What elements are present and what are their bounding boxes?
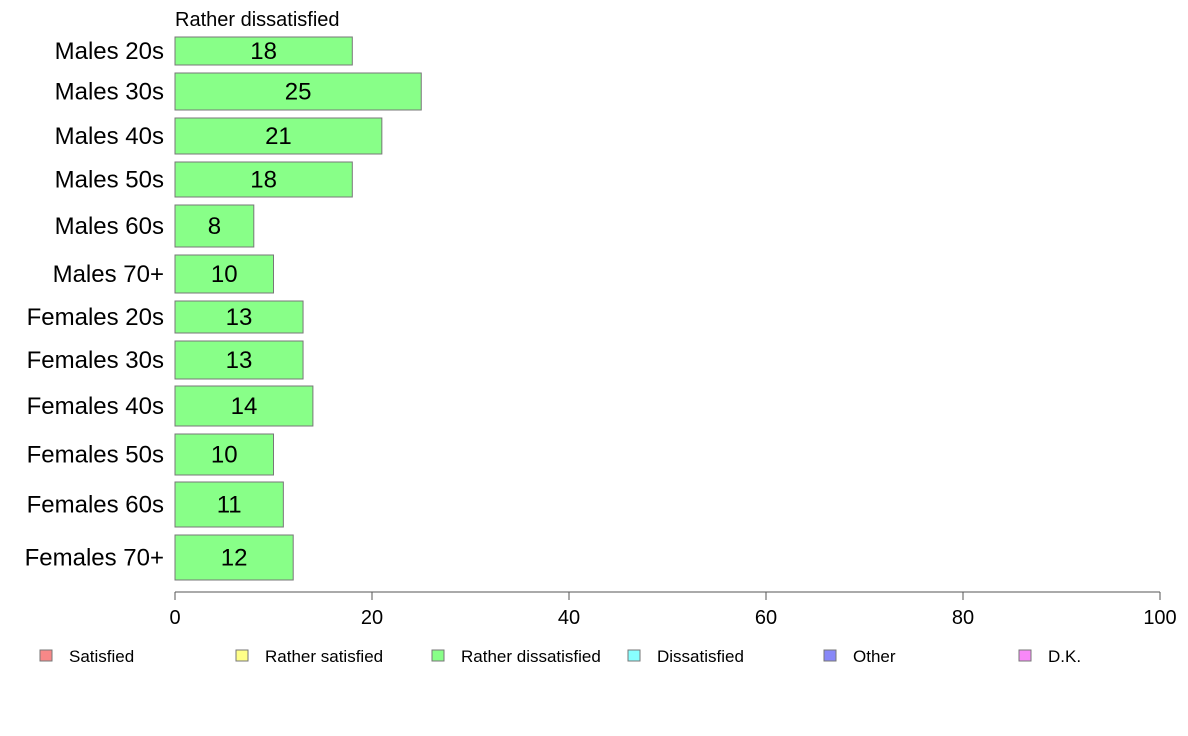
legend-label: Other — [853, 647, 896, 666]
legend-label: Satisfied — [69, 647, 134, 666]
legend-label: Rather dissatisfied — [461, 647, 601, 666]
category-label: Males 60s — [55, 213, 164, 240]
category-label: Females 60s — [27, 492, 164, 519]
bar-value-label: 18 — [250, 167, 277, 194]
bar-value-label: 10 — [211, 442, 238, 469]
bar-value-label: 13 — [226, 304, 253, 331]
category-label: Males 40s — [55, 123, 164, 150]
category-label: Females 30s — [27, 347, 164, 374]
x-tick-label: 60 — [755, 607, 777, 629]
bar — [174, 340, 304, 380]
bar — [174, 433, 274, 476]
legend: Satisfied Rather satisfied Rather dissatis… — [39, 647, 1081, 666]
legend-swatch — [235, 649, 249, 662]
category-label: Males 50s — [55, 167, 164, 194]
x-tick-label: 40 — [558, 607, 580, 629]
x-axis: 0 20 40 60 80 100 — [169, 591, 1177, 629]
bar-value-label: 8 — [208, 213, 221, 240]
x-tick-label: 80 — [952, 607, 974, 629]
legend-swatch — [823, 649, 837, 662]
category-label: Females 50s — [27, 442, 164, 469]
bar — [174, 254, 274, 294]
bars-group: 18 25 21 18 8 10 13 13 14 10 11 12 — [174, 36, 422, 581]
bar — [174, 36, 353, 66]
bar — [174, 72, 422, 111]
bar — [174, 534, 294, 581]
category-label: Females 70+ — [25, 545, 164, 572]
bar-value-label: 14 — [231, 393, 258, 420]
bar — [174, 481, 284, 528]
legend-swatch — [1018, 649, 1032, 662]
bar — [174, 117, 383, 155]
bar — [174, 204, 255, 248]
bar-value-label: 18 — [250, 38, 277, 65]
legend-swatch — [627, 649, 641, 662]
chart-title: Rather dissatisfied — [175, 9, 340, 31]
category-labels: Males 20s Males 30s Males 40s Males 50s Male… — [25, 38, 164, 572]
bar-value-label: 10 — [211, 261, 238, 288]
category-label: Females 20s — [27, 304, 164, 331]
bar-value-label: 12 — [221, 545, 248, 572]
bar — [174, 161, 353, 198]
bar — [174, 385, 314, 427]
category-label: Males 20s — [55, 38, 164, 65]
category-label: Males 70+ — [53, 261, 164, 288]
legend-label: Rather satisfied — [265, 647, 383, 666]
bar-value-label: 13 — [226, 347, 253, 374]
bar-value-label: 21 — [265, 123, 292, 150]
x-tick-label: 100 — [1143, 607, 1176, 629]
x-tick-label: 20 — [361, 607, 383, 629]
bar-value-label: 25 — [285, 79, 312, 106]
bar-value-label: 11 — [217, 492, 242, 519]
legend-swatch — [39, 649, 53, 662]
category-label: Males 30s — [55, 79, 164, 106]
legend-label: Dissatisfied — [657, 647, 744, 666]
category-label: Females 40s — [27, 393, 164, 420]
bar — [174, 300, 304, 334]
legend-label: D.K. — [1048, 647, 1081, 666]
x-tick-label: 0 — [169, 607, 180, 629]
legend-swatch — [431, 649, 445, 662]
